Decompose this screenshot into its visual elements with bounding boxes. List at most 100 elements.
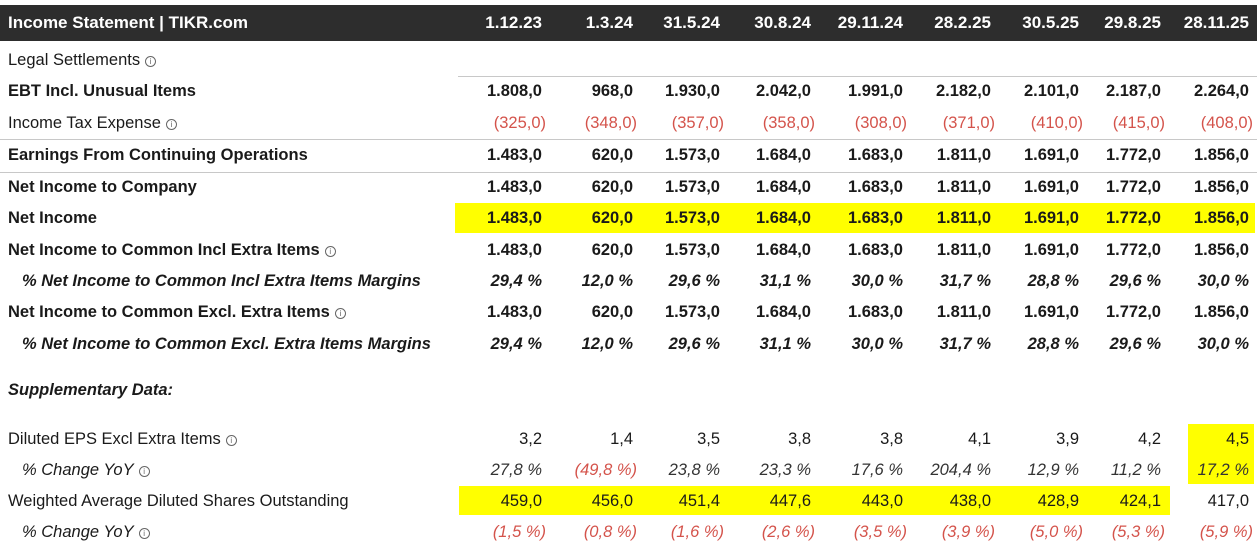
cell-value: 620,0: [591, 209, 633, 227]
cell-value: 1.856,0: [1193, 303, 1249, 321]
cell-value: 23,3 %: [759, 461, 811, 479]
table-row: Weighted Average Diluted Shares Outstand…: [0, 486, 1257, 517]
table-header: Income Statement | TIKR.com 1.12.23 1.3.…: [0, 5, 1257, 41]
cell-value: (410,0): [1030, 114, 1083, 132]
cell-value: (357,0): [671, 114, 724, 132]
cell-value: 1.811,0: [936, 178, 991, 196]
cell-value: 1.772,0: [1105, 303, 1161, 321]
cell-value: 443,0: [861, 492, 903, 510]
period-header: 28.2.25: [934, 13, 991, 32]
info-icon[interactable]: i: [324, 246, 336, 257]
cell-value: 438,0: [949, 492, 991, 510]
row-label: Net Income to Common Incl Extra Items i: [8, 235, 336, 266]
cell-value: 620,0: [591, 146, 633, 164]
cell-value: (3,5 %): [853, 523, 907, 541]
cell-value: 1.772,0: [1105, 146, 1161, 164]
cell-value: 1.811,0: [936, 241, 991, 259]
cell-value: 2.264,0: [1193, 82, 1249, 100]
cell-value: 1.573,0: [664, 209, 720, 227]
cell-value: 204,4 %: [930, 461, 991, 479]
info-icon[interactable]: i: [334, 308, 346, 319]
cell-value: 1.991,0: [847, 82, 903, 100]
cell-value: 23,8 %: [668, 461, 720, 479]
period-header: 30.5.25: [1022, 13, 1079, 32]
cell-value: 31,7 %: [939, 272, 991, 290]
cell-value: 1.856,0: [1193, 178, 1249, 196]
net-income-highlight: [455, 203, 1255, 233]
cell-value: 29,6 %: [1109, 272, 1161, 290]
cell-value: 1.683,0: [847, 241, 903, 259]
row-divider: [0, 139, 1257, 140]
cell-value: 620,0: [591, 303, 633, 321]
cell-value: 1.573,0: [664, 303, 720, 321]
cell-value: 456,0: [591, 492, 633, 510]
row-label: % Net Income to Common Incl Extra Items …: [22, 272, 421, 290]
cell-value: 3,8: [880, 430, 903, 448]
cell-value: 29,6 %: [668, 335, 720, 353]
shares-highlight: [459, 486, 1170, 515]
cell-value: 1.573,0: [664, 178, 720, 196]
cell-value: (5,0 %): [1029, 523, 1083, 541]
cell-value: 1.483,0: [486, 178, 542, 196]
table-row: Net Income to Company 1.483,0 620,0 1.57…: [0, 172, 1257, 203]
info-icon[interactable]: i: [225, 435, 237, 446]
cell-value: 27,8 %: [490, 461, 542, 479]
table-row: % Change YoY i 27,8 % (49,8 %) 23,8 % 23,…: [0, 455, 1257, 486]
cell-value: 31,1 %: [759, 272, 811, 290]
cell-value: 1.683,0: [847, 303, 903, 321]
cell-value: (408,0): [1200, 114, 1253, 132]
cell-value: 1.683,0: [847, 178, 903, 196]
row-label: EBT Incl. Unusual Items: [8, 82, 196, 100]
row-label: % Change YoY i: [22, 517, 150, 548]
cell-value: 1.691,0: [1023, 178, 1079, 196]
cell-value: 1.772,0: [1105, 209, 1161, 227]
cell-value: 11,2 %: [1110, 461, 1161, 479]
info-icon[interactable]: i: [165, 119, 177, 130]
row-label: % Net Income to Common Excl. Extra Items…: [22, 335, 431, 353]
cell-value: 29,6 %: [668, 272, 720, 290]
cell-value: 2.182,0: [935, 82, 991, 100]
cell-value: 31,1 %: [759, 335, 811, 353]
cell-value: 1.691,0: [1023, 209, 1079, 227]
cell-value: 31,7 %: [939, 335, 991, 353]
cell-value: 968,0: [591, 82, 633, 100]
info-icon[interactable]: i: [145, 56, 157, 67]
cell-value: 2.101,0: [1023, 82, 1079, 100]
cell-value: 1.808,0: [486, 82, 542, 100]
cell-value: (5,9 %): [1199, 523, 1253, 541]
cell-value: 17,6 %: [851, 461, 903, 479]
cell-value: 1.856,0: [1193, 241, 1249, 259]
row-label: % Change YoY i: [22, 455, 150, 486]
table-row: Diluted EPS Excl Extra Items i 3,2 1,4 3,…: [0, 424, 1257, 455]
info-icon[interactable]: i: [138, 528, 150, 539]
cell-value: 1.684,0: [755, 241, 811, 259]
period-header: 31.5.24: [663, 13, 720, 32]
cell-value: 4,5: [1226, 430, 1249, 448]
row-label: Net Income: [8, 209, 97, 227]
table-row: Net Income to Common Excl. Extra Items i …: [0, 297, 1257, 328]
cell-value: 1.684,0: [755, 303, 811, 321]
section-title: Supplementary Data:: [8, 381, 174, 399]
cell-value: (5,3 %): [1111, 523, 1165, 541]
cell-value: 28,8 %: [1027, 335, 1079, 353]
cell-value: 29,6 %: [1109, 335, 1161, 353]
cell-value: 30,0 %: [1197, 335, 1249, 353]
info-icon[interactable]: i: [138, 466, 150, 477]
cell-value: 424,1: [1119, 492, 1161, 510]
cell-value: 3,5: [697, 430, 720, 448]
cell-value: 1.684,0: [755, 209, 811, 227]
cell-value: 2.042,0: [755, 82, 811, 100]
cell-value: 17,2 %: [1197, 461, 1249, 479]
table-row: Net Income to Common Incl Extra Items i 1…: [0, 235, 1257, 266]
cell-value: (2,6 %): [761, 523, 815, 541]
cell-value: 1.573,0: [664, 146, 720, 164]
cell-value: 1.483,0: [486, 241, 542, 259]
cell-value: 2.187,0: [1105, 82, 1161, 100]
period-header: 29.8.25: [1104, 13, 1161, 32]
cell-value: 1.691,0: [1023, 241, 1079, 259]
cell-value: (358,0): [762, 114, 815, 132]
cell-value: 1.772,0: [1105, 241, 1161, 259]
cell-value: 1.856,0: [1193, 209, 1249, 227]
row-label: Weighted Average Diluted Shares Outstand…: [8, 492, 349, 510]
cell-value: (3,9 %): [941, 523, 995, 541]
